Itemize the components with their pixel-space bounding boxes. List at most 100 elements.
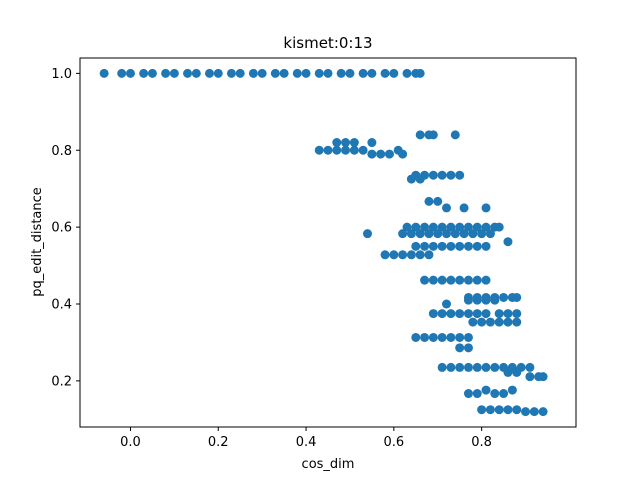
data-point (446, 309, 456, 319)
data-point (503, 237, 513, 247)
y-axis: 0.2 0.4 0.6 0.8 1.0 (51, 67, 80, 389)
x-axis-label: cos_dim (302, 457, 355, 472)
data-point (455, 332, 465, 342)
data-point (428, 241, 438, 251)
data-point (472, 222, 482, 232)
data-point (485, 317, 495, 327)
data-point (147, 68, 157, 78)
y-tick-label: 0.2 (51, 374, 72, 389)
data-point (446, 275, 456, 285)
data-point (428, 332, 438, 342)
data-point (446, 241, 456, 251)
data-point (455, 309, 465, 319)
data-point (442, 229, 452, 239)
data-point (204, 68, 214, 78)
data-point (481, 275, 491, 285)
data-point (472, 295, 482, 305)
y-tick-label: 0.6 (51, 221, 72, 236)
data-point (437, 332, 447, 342)
data-point (472, 241, 482, 251)
data-point (446, 170, 456, 180)
data-point (125, 68, 135, 78)
data-point (398, 229, 408, 239)
data-point (446, 332, 456, 342)
data-point (314, 68, 324, 78)
data-point (367, 149, 377, 159)
data-point (161, 68, 171, 78)
data-point (463, 362, 473, 372)
plot-frame (79, 57, 577, 428)
data-point (512, 317, 522, 327)
data-point (450, 130, 460, 140)
data-point (437, 222, 447, 232)
data-point (415, 250, 425, 260)
data-point (494, 222, 504, 232)
data-point (538, 372, 548, 382)
data-point (411, 332, 421, 342)
data-point (521, 407, 531, 417)
data-point (183, 68, 193, 78)
data-point (323, 68, 333, 78)
x-axis: 0.0 0.2 0.4 0.6 0.8 (120, 427, 492, 450)
data-point (99, 68, 109, 78)
data-point (499, 292, 509, 302)
data-point (503, 317, 513, 327)
data-point (169, 68, 179, 78)
data-point (406, 250, 416, 260)
data-point (380, 68, 390, 78)
data-point (213, 68, 223, 78)
y-tick-label: 1.0 (51, 67, 72, 82)
data-point (494, 309, 504, 319)
data-point (420, 241, 430, 251)
data-points (99, 68, 548, 417)
data-point (459, 203, 469, 213)
data-point (485, 229, 495, 239)
data-point (415, 130, 425, 140)
data-point (455, 343, 465, 353)
data-point (437, 309, 447, 319)
data-point (191, 68, 201, 78)
data-point (402, 68, 412, 78)
data-point (363, 229, 372, 239)
data-point (301, 68, 311, 78)
data-point (463, 275, 473, 285)
data-point (490, 362, 500, 372)
data-point (494, 405, 504, 415)
data-point (420, 222, 430, 232)
data-point (389, 68, 399, 78)
data-point (420, 332, 430, 342)
data-point (415, 174, 425, 184)
data-point (433, 196, 443, 206)
x-tick-label: 0.0 (120, 435, 141, 450)
data-point (139, 68, 149, 78)
data-point (314, 145, 324, 155)
data-point (235, 68, 245, 78)
data-point (349, 138, 359, 148)
data-point (446, 222, 456, 232)
data-point (428, 130, 438, 140)
data-point (446, 362, 456, 372)
data-point (349, 145, 359, 155)
data-point (270, 68, 280, 78)
data-point (117, 68, 127, 78)
data-point (477, 317, 487, 327)
data-point (468, 229, 478, 239)
y-axis-label: pq_edit_distance (30, 187, 45, 297)
data-point (512, 309, 522, 319)
data-point (341, 145, 351, 155)
data-point (428, 222, 438, 232)
data-point (424, 196, 434, 206)
x-tick-label: 0.2 (208, 435, 229, 450)
data-point (450, 229, 460, 239)
data-point (463, 241, 473, 251)
data-point (323, 145, 333, 155)
data-point (455, 362, 465, 372)
data-point (428, 275, 438, 285)
data-point (411, 222, 421, 232)
data-point (507, 385, 517, 395)
data-point (481, 362, 491, 372)
data-point (463, 222, 473, 232)
data-point (503, 405, 513, 415)
data-point (481, 309, 491, 319)
data-point (512, 292, 522, 302)
